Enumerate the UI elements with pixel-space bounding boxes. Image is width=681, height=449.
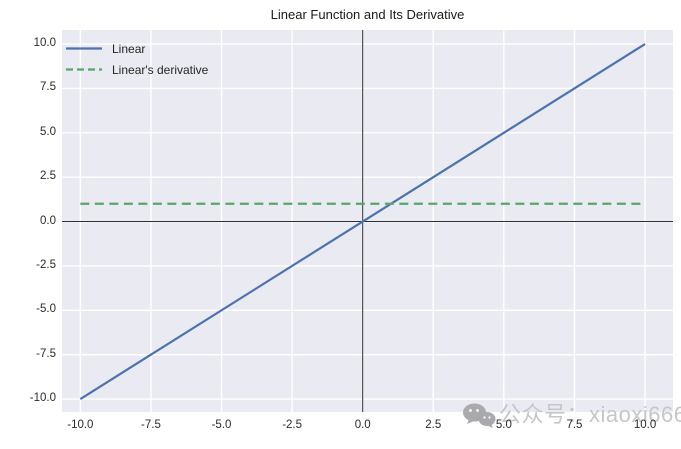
watermark-text: 公众号：xiaoxi666 — [499, 402, 681, 427]
x-tick-label: 2.5 — [425, 419, 442, 431]
legend-line-sample — [66, 67, 102, 72]
watermark: 公众号：xiaoxi666 — [462, 402, 681, 428]
wechat-icon — [463, 403, 496, 428]
y-tick-label: -5.0 — [36, 303, 56, 316]
x-tick-label: -10.0 — [67, 419, 94, 431]
y-tick-label: 0.0 — [40, 214, 56, 227]
plot-area — [62, 30, 673, 412]
x-tick-label: -2.5 — [282, 419, 303, 431]
legend-label: Linear's derivative — [112, 62, 209, 77]
legend-label: Linear — [112, 41, 146, 56]
x-tick-label: 0.0 — [354, 419, 371, 431]
series-linear — [79, 43, 646, 400]
y-tick-label: 5.0 — [40, 125, 56, 138]
legend-entry-linear: Linear — [66, 38, 208, 59]
legend-entry-linear-s-derivative: Linear's derivative — [66, 59, 208, 80]
y-tick-label: -2.5 — [36, 258, 56, 271]
chart-title: Linear Function and Its Derivative — [270, 7, 465, 22]
legend: Linear Linear's derivative — [66, 38, 208, 80]
plot-canvas — [62, 30, 673, 412]
y-tick-label: -10.0 — [29, 392, 56, 405]
y-tick-label: 2.5 — [40, 170, 56, 183]
x-tick-label: -5.0 — [211, 419, 232, 431]
y-tick-label: 7.5 — [40, 81, 56, 94]
y-tick-label: -7.5 — [36, 347, 56, 360]
y-tick-label: 10.0 — [33, 37, 56, 50]
x-tick-label: -7.5 — [141, 419, 161, 431]
legend-line-sample — [66, 46, 102, 51]
